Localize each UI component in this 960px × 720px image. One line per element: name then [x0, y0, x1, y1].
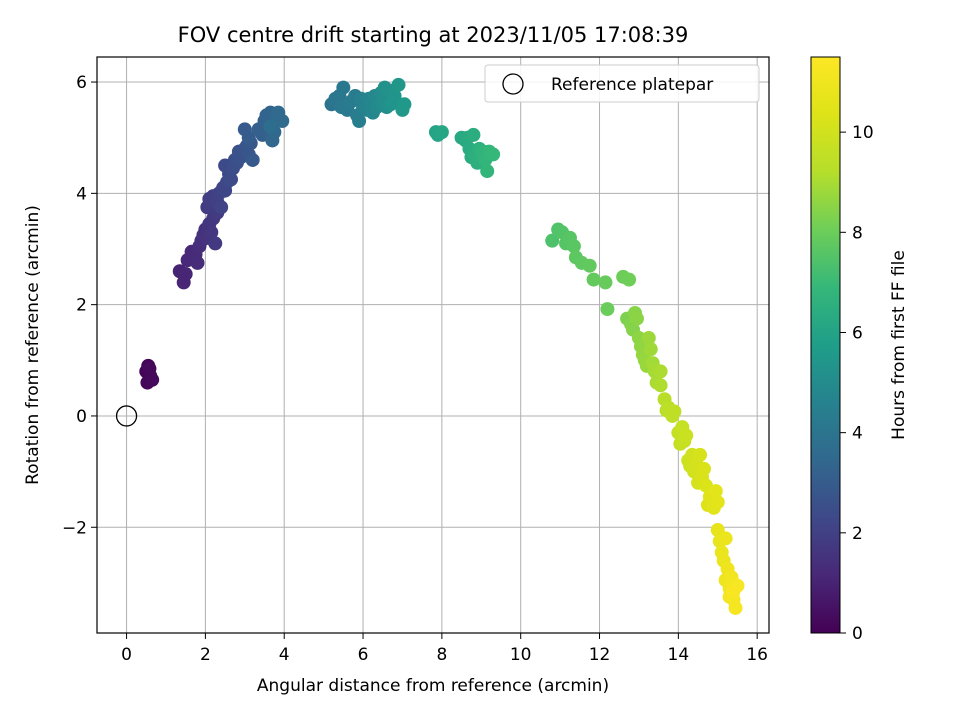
data-point	[178, 267, 193, 282]
data-point	[708, 484, 723, 499]
data-point	[241, 130, 256, 145]
data-point	[245, 152, 260, 167]
data-point	[643, 342, 658, 357]
legend: Reference platepar	[484, 64, 760, 103]
data-point	[145, 372, 160, 387]
data-point	[466, 127, 481, 142]
data-point	[641, 331, 656, 346]
y-tick-label: −2	[62, 518, 87, 538]
data-point	[208, 236, 223, 251]
data-point	[387, 88, 402, 103]
data-point	[582, 258, 597, 273]
data-point	[718, 531, 733, 546]
x-tick-label: 16	[746, 645, 768, 665]
data-points	[139, 77, 745, 615]
x-tick-label: 4	[279, 645, 290, 665]
x-tick-label: 0	[121, 645, 132, 665]
plot-frame	[96, 56, 770, 634]
colorbar	[810, 56, 841, 634]
data-point	[679, 428, 694, 443]
data-point	[629, 311, 644, 326]
data-point	[204, 225, 219, 240]
x-tick-label: 2	[200, 645, 211, 665]
data-point	[142, 361, 157, 376]
data-point	[598, 275, 613, 290]
legend-box	[484, 64, 760, 103]
data-point	[622, 272, 637, 287]
data-point	[352, 114, 367, 128]
data-point	[710, 495, 725, 510]
data-point	[728, 600, 743, 615]
data-point	[566, 239, 581, 254]
data-point	[434, 125, 449, 140]
colorbar-tick-label: 2	[852, 524, 863, 544]
colorbar-tick-label: 8	[852, 223, 863, 243]
x-axis-ticks: 0 2 4 6 8 10 12 14 16	[121, 633, 768, 665]
data-point	[696, 461, 711, 476]
data-point	[224, 172, 239, 187]
colorbar-tick-label: 0	[852, 624, 863, 644]
data-point	[275, 114, 290, 128]
data-point	[397, 97, 412, 112]
colorbar-tick-label: 10	[852, 123, 874, 143]
legend-label: Reference platepar	[551, 75, 713, 95]
reference-marker	[115, 405, 138, 427]
data-point	[336, 80, 351, 95]
reference-platepar-marker	[115, 405, 138, 427]
y-tick-label: 4	[76, 184, 87, 204]
y-tick-label: 2	[76, 296, 87, 316]
colorbar-ticks: 0 2 4 6 8 10	[840, 123, 874, 644]
data-point	[545, 233, 560, 248]
data-point	[653, 364, 668, 379]
colorbar-tick-label: 6	[852, 323, 863, 343]
data-point	[214, 200, 229, 215]
data-point	[600, 302, 615, 317]
colorbar-tick-label: 4	[852, 424, 863, 444]
data-point	[586, 272, 601, 287]
data-point	[486, 147, 501, 162]
data-point	[190, 255, 205, 270]
data-point	[480, 164, 495, 179]
data-point	[263, 119, 278, 134]
x-tick-label: 12	[589, 645, 611, 665]
data-point	[693, 447, 708, 462]
data-point	[391, 77, 406, 92]
data-point	[667, 404, 682, 419]
legend-marker	[502, 73, 524, 95]
x-tick-label: 14	[668, 645, 690, 665]
x-axis-label: Angular distance from reference (arcmin)	[257, 676, 609, 696]
x-tick-label: 6	[358, 645, 369, 665]
x-tick-label: 10	[510, 645, 532, 665]
y-axis-ticks: −2 0 2 4 6	[62, 73, 97, 538]
y-axis-label: Rotation from reference (arcmin)	[23, 205, 43, 485]
grid-lines	[97, 57, 769, 633]
data-point	[726, 584, 741, 599]
chart-title: FOV centre drift starting at 2023/11/05 …	[178, 23, 689, 47]
colorbar-label: Hours from first FF file	[889, 250, 909, 440]
data-point	[653, 378, 668, 393]
y-tick-label: 0	[76, 407, 87, 427]
y-tick-label: 6	[76, 73, 87, 93]
x-tick-label: 8	[436, 645, 447, 665]
